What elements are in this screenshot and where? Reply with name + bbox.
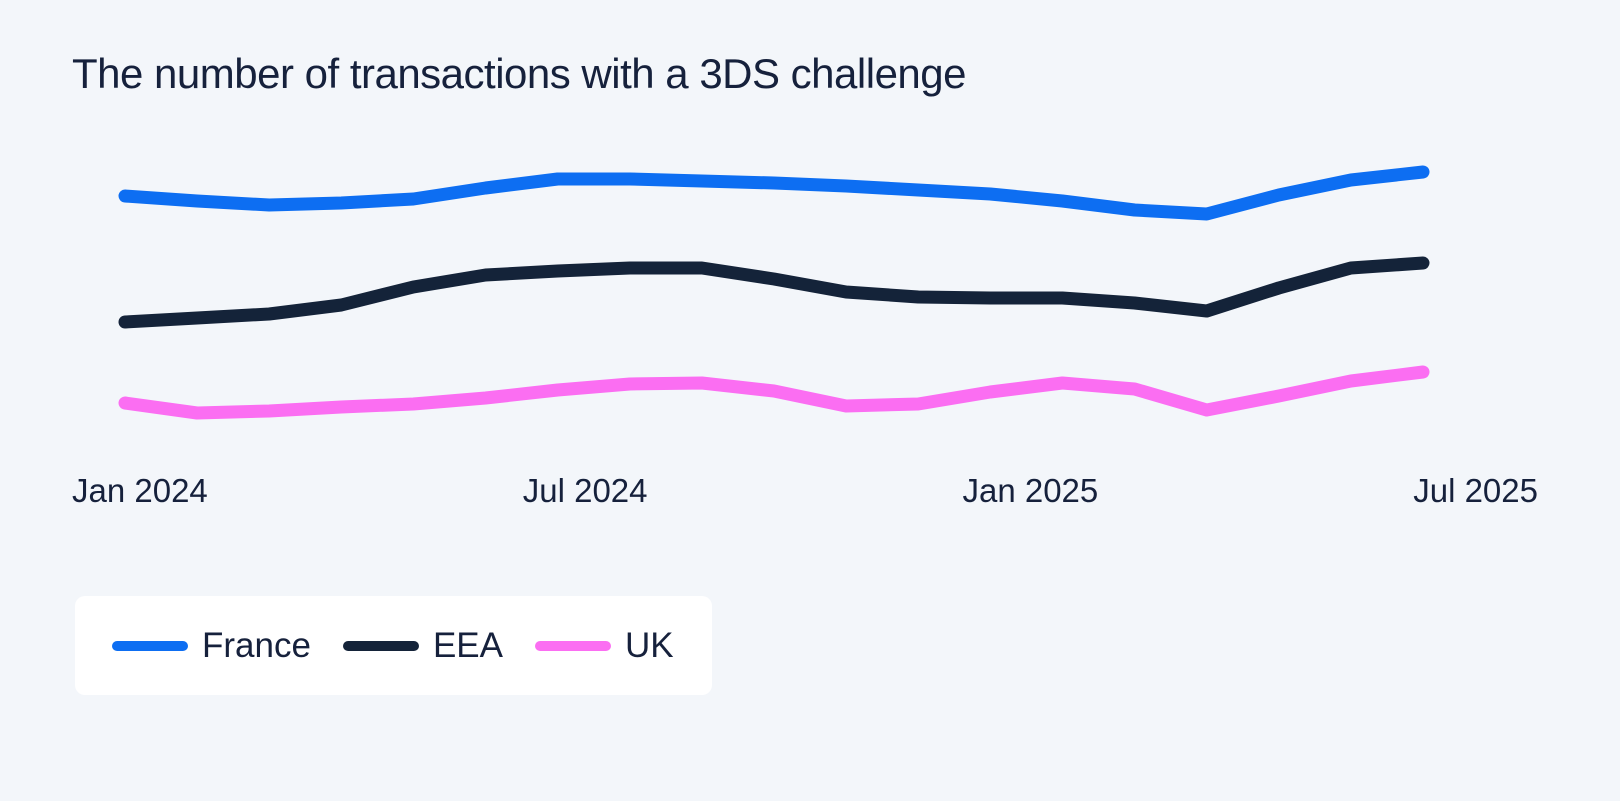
eea-line-swatch-icon (342, 640, 419, 651)
uk-line-swatch-icon (534, 640, 611, 651)
legend-label-eea: EEA (432, 625, 503, 665)
legend-item-uk: UK (534, 625, 674, 666)
france-line-swatch-icon (112, 640, 188, 651)
x-axis: Jan 2024 Jul 2024 Jan 2025 Jul 2025 (72, 472, 1538, 510)
series-line-uk (118, 365, 1430, 420)
series-line-eea (118, 256, 1430, 329)
legend: France EEA UK (75, 596, 712, 695)
legend-item-eea: EEA (342, 625, 503, 666)
legend-label-france: France (202, 625, 311, 665)
legend-label-uk: UK (624, 625, 674, 665)
x-tick-jan-2024: Jan 2024 (72, 472, 208, 509)
x-tick-jul-2025: Jul 2025 (1413, 472, 1538, 509)
legend-item-france: France (112, 626, 311, 666)
line-chart (118, 165, 1430, 420)
x-tick-jul-2024: Jul 2024 (522, 472, 648, 509)
series-line-france (118, 165, 1430, 221)
chart-title: The number of transactions with a 3DS ch… (72, 50, 967, 97)
x-tick-jan-2025: Jan 2025 (962, 472, 1099, 509)
